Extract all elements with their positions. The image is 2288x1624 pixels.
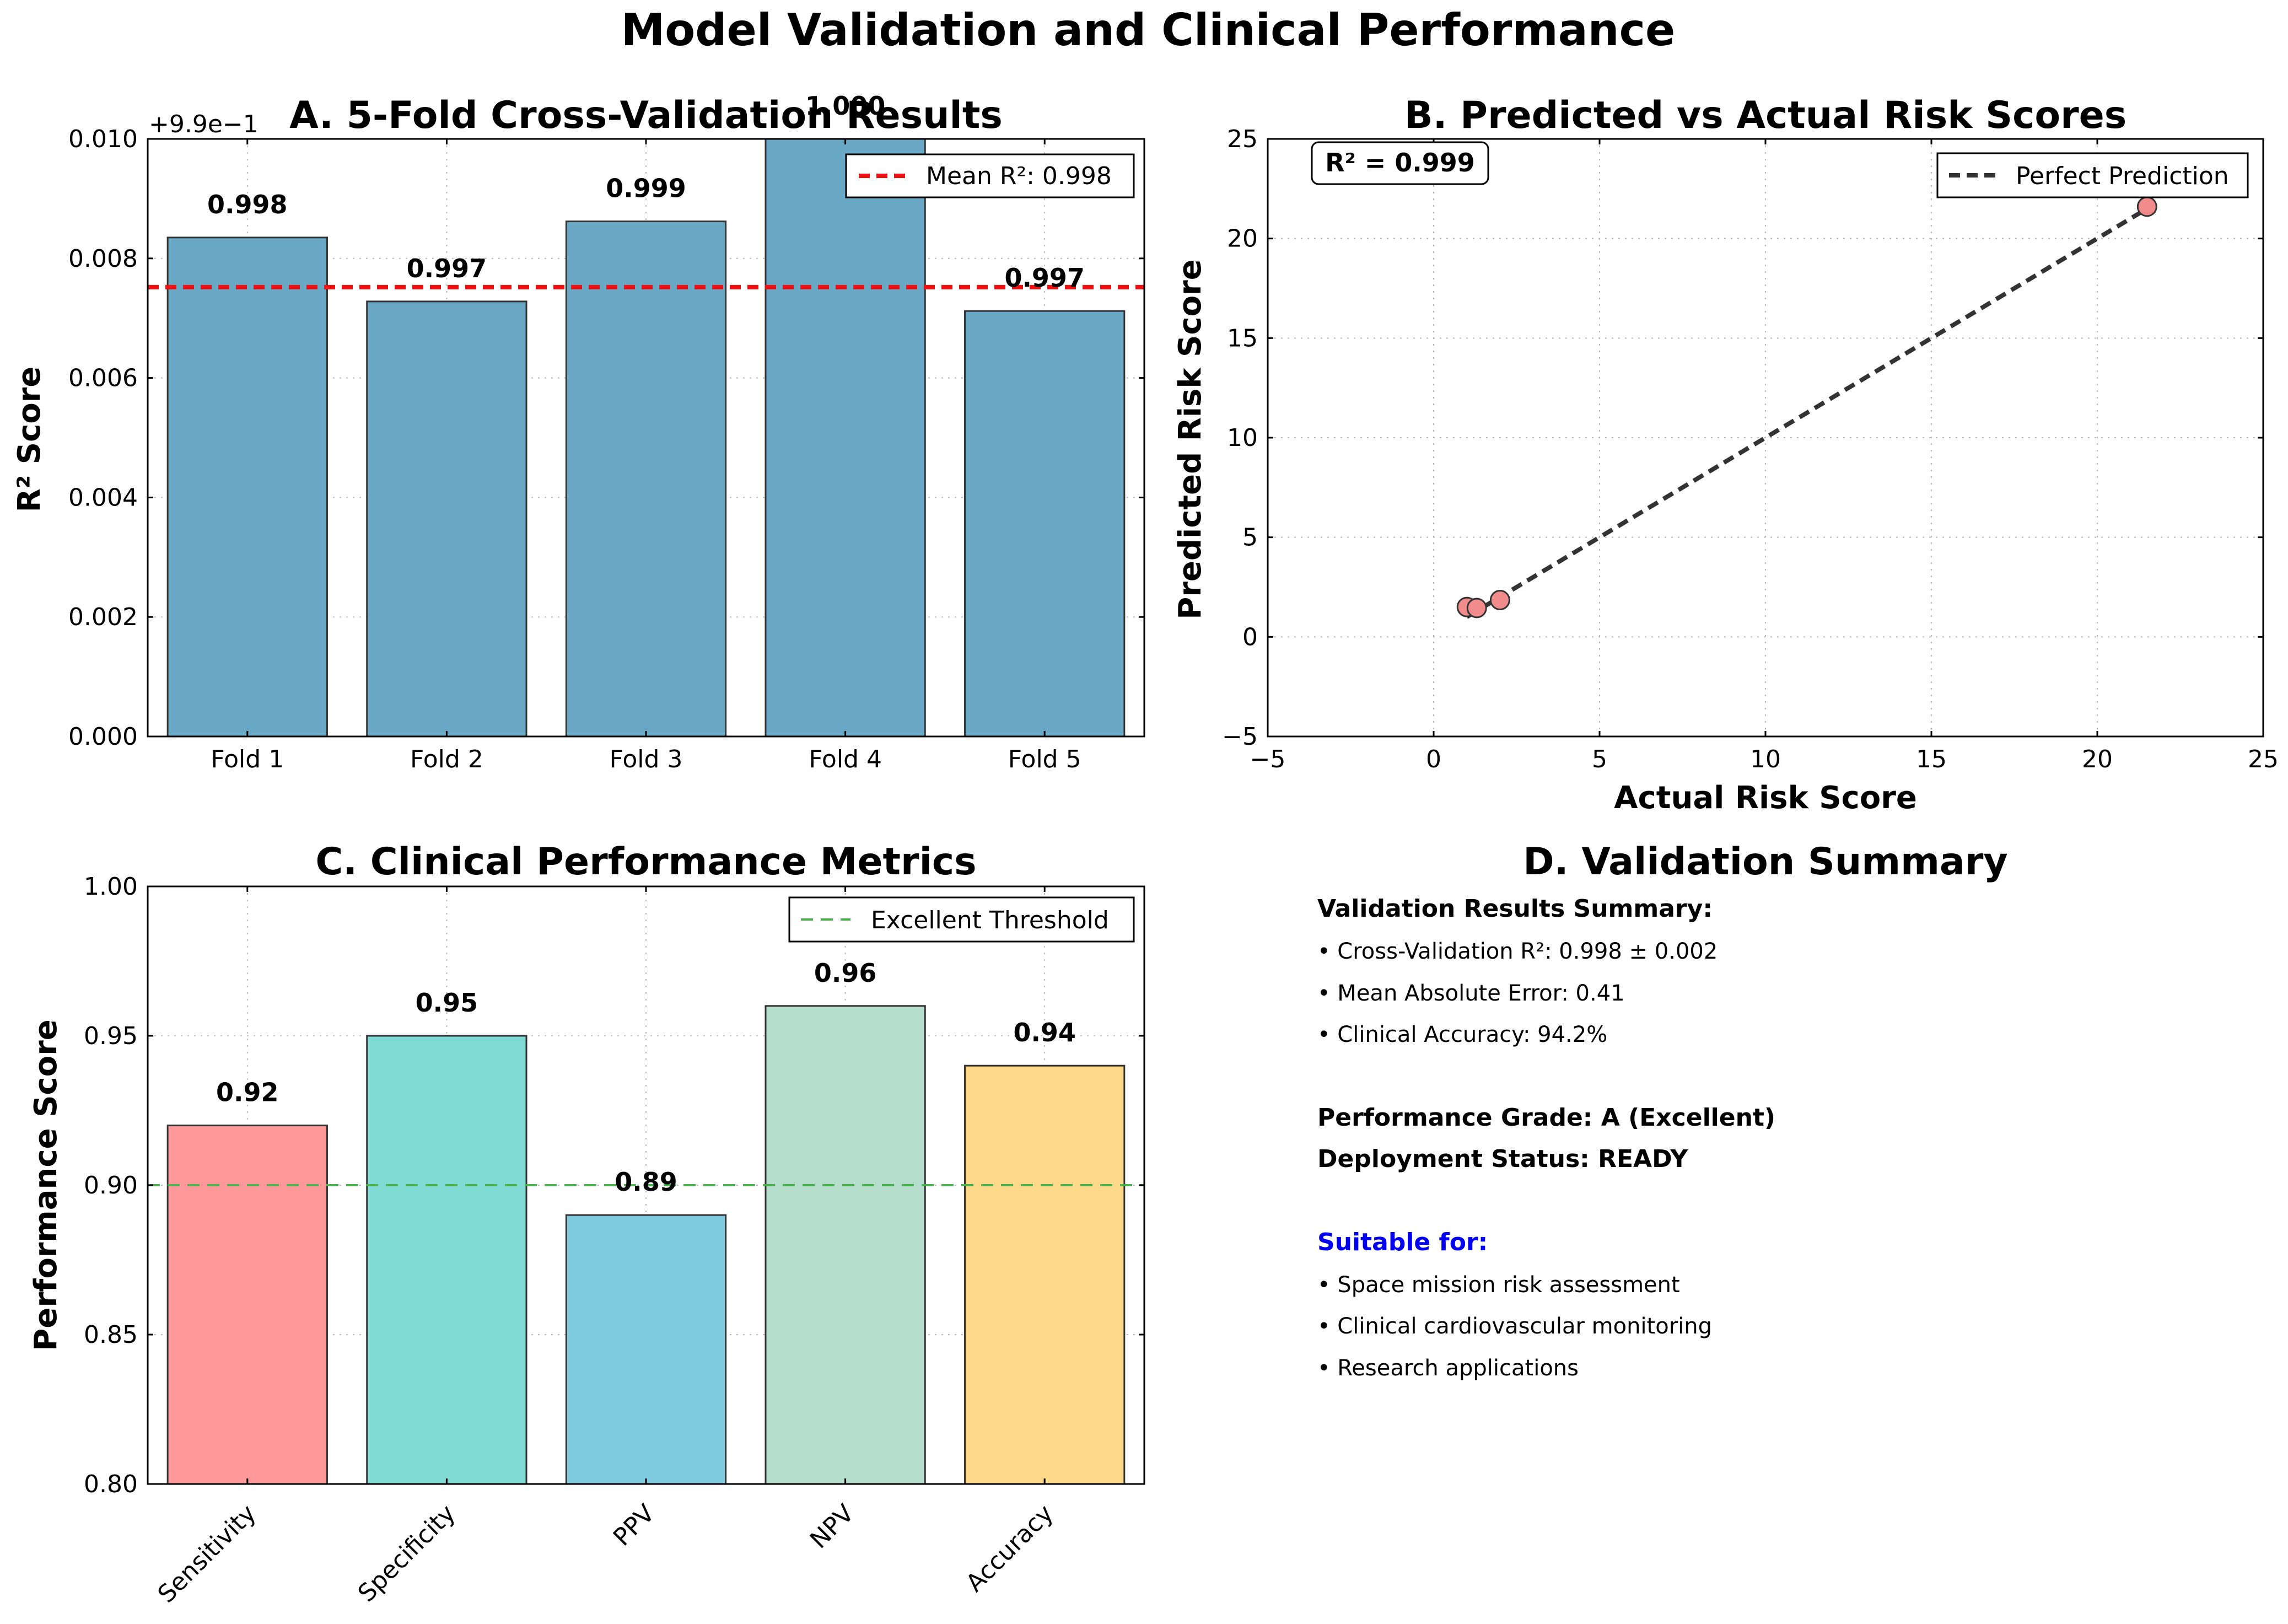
y-tick-label: 0.85 — [84, 1321, 138, 1349]
bar — [565, 221, 727, 738]
y-tick-label: 15 — [1227, 324, 1258, 352]
bar — [765, 1005, 926, 1485]
y-tick-label: 5 — [1242, 524, 1258, 552]
panel-c-legend: Excellent Threshold — [788, 896, 1135, 943]
y-tick-label: 0.004 — [68, 483, 138, 512]
summary-suitable-heading: Suitable for: — [1317, 1228, 1488, 1256]
bar-value-label: 0.997 — [407, 254, 487, 283]
y-tick-label: 25 — [1227, 125, 1258, 153]
scatter-point — [1466, 598, 1487, 619]
plot-frame — [147, 885, 1145, 1485]
bar-value-label: 0.96 — [814, 958, 877, 988]
panel-b-legend: Perfect Prediction — [1936, 152, 2249, 198]
x-tick-label: Fold 4 — [809, 745, 882, 773]
panel-b-y-label: Predicted Risk Score — [1172, 259, 1208, 619]
bar — [765, 138, 926, 738]
bar — [964, 310, 1126, 738]
panel-a-y-label: R² Score — [12, 367, 47, 513]
x-tick-label: 0 — [1426, 745, 1441, 773]
panel-a-legend-label: Mean R²: 0.998 — [926, 162, 1112, 190]
y-tick-label: 0.80 — [84, 1470, 138, 1498]
bar — [366, 300, 527, 738]
y-tick-label: 0.010 — [68, 125, 138, 153]
y-tick-label: 0.008 — [68, 245, 138, 273]
bar-value-label: 0.997 — [1004, 263, 1085, 293]
panel-a-legend: Mean R²: 0.998 — [845, 153, 1135, 198]
x-tick-label: −5 — [1250, 745, 1286, 773]
summary-suitable-item: • Research applications — [1317, 1356, 1579, 1381]
summary-title: D. Validation Summary — [1523, 840, 2007, 884]
panel-b-annotation: R² = 0.999 — [1325, 148, 1475, 178]
x-tick-label: 25 — [2248, 745, 2279, 773]
bar-value-label: 1.000 — [805, 91, 886, 121]
y-tick-label: 0.90 — [84, 1171, 138, 1200]
panel-b-x-label: Actual Risk Score — [1614, 780, 1917, 816]
summary-status: Deployment Status: READY — [1317, 1145, 1688, 1173]
x-tick-label: Fold 2 — [410, 745, 483, 773]
panel-d-summary: D. Validation Summary Validation Results… — [1317, 840, 2008, 1381]
panel-a-cv-chart: A. 5-Fold Cross-Validation Results R² Sc… — [12, 91, 1145, 773]
x-tick-label: 5 — [1592, 745, 1607, 773]
y-tick-label: 0.006 — [68, 364, 138, 392]
scatter-point — [2136, 196, 2157, 217]
summary-heading: Validation Results Summary: — [1317, 895, 1713, 923]
perfect-prediction-line — [1466, 207, 2149, 619]
panel-a-offset-text: +9.9e−1 — [149, 110, 259, 138]
panel-b-title: B. Predicted vs Actual Risk Scores — [1404, 94, 2127, 137]
plot-frame — [147, 138, 1145, 738]
panel-b-legend-label: Perfect Prediction — [2016, 162, 2229, 190]
bar-value-label: 0.92 — [216, 1078, 279, 1107]
bar-value-label: 0.94 — [1013, 1018, 1076, 1047]
y-tick-label: −5 — [1222, 723, 1258, 751]
panel-b-scatter-chart: B. Predicted vs Actual Risk Scores Actua… — [1172, 94, 2279, 816]
bar-value-label: 0.95 — [416, 988, 478, 1018]
summary-grade: Performance Grade: A (Excellent) — [1317, 1104, 1775, 1132]
y-tick-label: 0.000 — [68, 723, 138, 751]
summary-suitable-item: • Space mission risk assessment — [1317, 1272, 1680, 1298]
x-tick-label: Fold 3 — [610, 745, 683, 773]
bar-value-label: 0.999 — [606, 174, 686, 203]
panel-a-title: A. 5-Fold Cross-Validation Results — [289, 94, 1003, 137]
summary-item: • Cross-Validation R²: 0.998 ± 0.002 — [1317, 939, 1718, 964]
x-tick-label: 10 — [1750, 745, 1781, 773]
y-tick-label: 0.002 — [68, 603, 138, 631]
y-tick-label: 0.95 — [84, 1022, 138, 1050]
summary-item: • Mean Absolute Error: 0.41 — [1317, 981, 1625, 1006]
x-tick-label: Fold 1 — [211, 745, 284, 773]
x-tick-label: 15 — [1916, 745, 1947, 773]
y-tick-label: 10 — [1227, 424, 1258, 452]
bar — [366, 1035, 527, 1485]
x-tick-label: 20 — [2082, 745, 2113, 773]
y-tick-label: 0 — [1242, 623, 1258, 651]
bar — [166, 1125, 328, 1485]
bar — [565, 1214, 727, 1485]
bar — [166, 236, 328, 738]
panel-c-title: C. Clinical Performance Metrics — [315, 840, 976, 884]
plot-frame — [1267, 138, 2264, 738]
y-tick-label: 1.00 — [84, 873, 138, 901]
scatter-point — [1489, 589, 1510, 610]
figure-title: Model Validation and Clinical Performanc… — [621, 4, 1676, 56]
bar-value-label: 0.89 — [615, 1167, 677, 1197]
y-tick-label: 20 — [1227, 225, 1258, 253]
bar-value-label: 0.998 — [207, 190, 288, 219]
panel-c-legend-label: Excellent Threshold — [871, 906, 1109, 934]
panel-b-annotation-box: R² = 0.999 — [1311, 141, 1489, 185]
bar — [964, 1064, 1126, 1485]
x-tick-label: Fold 5 — [1008, 745, 1081, 773]
summary-suitable-item: • Clinical cardiovascular monitoring — [1317, 1314, 1712, 1339]
summary-item: • Clinical Accuracy: 94.2% — [1317, 1022, 1607, 1047]
panel-c-y-label: Performance Score — [28, 1019, 64, 1351]
